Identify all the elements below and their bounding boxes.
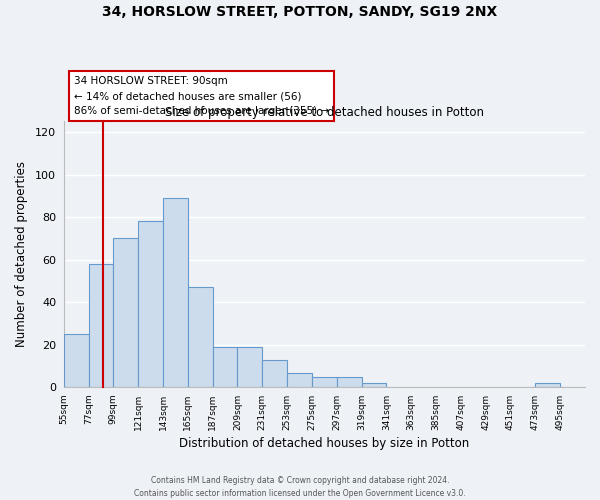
Text: 34 HORSLOW STREET: 90sqm
← 14% of detached houses are smaller (56)
86% of semi-d: 34 HORSLOW STREET: 90sqm ← 14% of detach… (74, 76, 329, 116)
Bar (113, 238, 138, 388)
Bar (188, 288, 212, 388)
Bar (337, 377, 362, 388)
Bar (262, 360, 287, 388)
Text: 34, HORSLOW STREET, POTTON, SANDY, SG19 2NX: 34, HORSLOW STREET, POTTON, SANDY, SG19 … (103, 5, 497, 19)
Title: Size of property relative to detached houses in Potton: Size of property relative to detached ho… (165, 106, 484, 118)
Bar (362, 383, 386, 388)
Text: Contains HM Land Registry data © Crown copyright and database right 2024.
Contai: Contains HM Land Registry data © Crown c… (134, 476, 466, 498)
Bar (163, 198, 188, 388)
Bar (312, 377, 337, 388)
Bar (212, 347, 238, 388)
Bar (64, 334, 89, 388)
X-axis label: Distribution of detached houses by size in Potton: Distribution of detached houses by size … (179, 437, 469, 450)
Bar (535, 383, 560, 388)
Bar (89, 264, 113, 388)
Bar (238, 347, 262, 388)
Bar (287, 372, 312, 388)
Y-axis label: Number of detached properties: Number of detached properties (15, 162, 28, 348)
Bar (138, 222, 163, 388)
